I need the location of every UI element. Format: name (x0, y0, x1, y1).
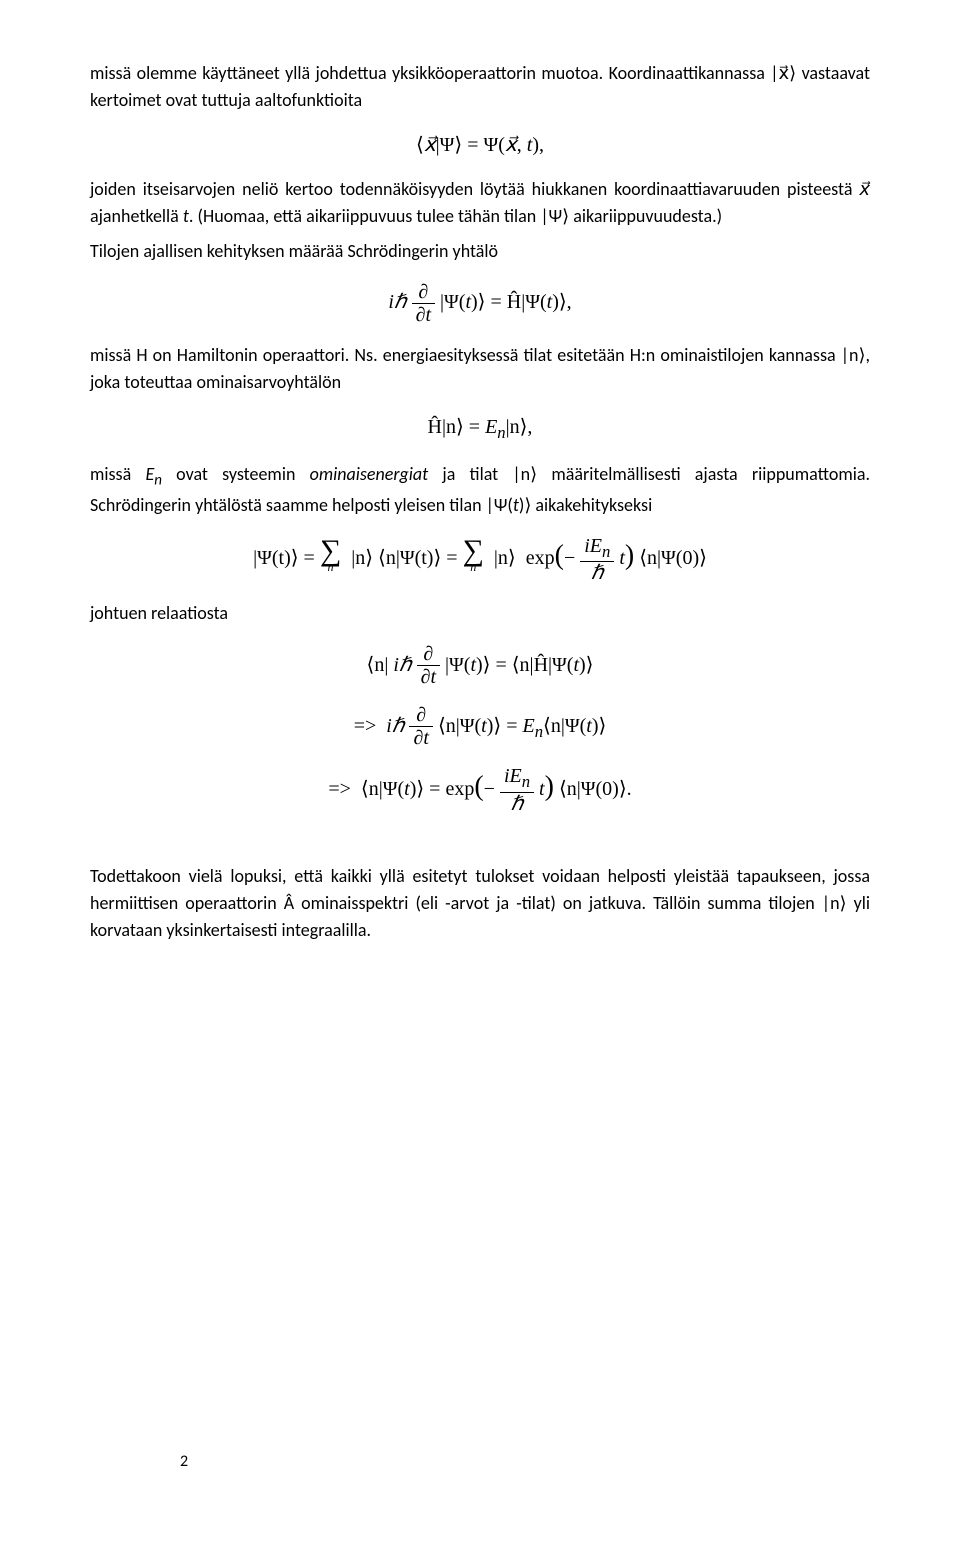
equation-text: => iℏ ∂∂t ⟨n|Ψ(t)⟩ = En⟨n|Ψ(t)⟩ (354, 715, 607, 737)
equation-5c: => ⟨n|Ψ(t)⟩ = exp(− iEnℏ t) ⟨n|Ψ(0)⟩. (90, 765, 870, 814)
equation-5a: ⟨n| iℏ ∂∂t |Ψ(t)⟩ = ⟨n|Ĥ|Ψ(t)⟩ (90, 643, 870, 688)
equation-text: => ⟨n|Ψ(t)⟩ = exp(− iEnℏ t) ⟨n|Ψ(0)⟩. (328, 778, 631, 800)
equation-text: ⟨n| iℏ ∂∂t |Ψ(t)⟩ = ⟨n|Ĥ|Ψ(t)⟩ (367, 654, 594, 676)
paragraph-4: missä Ĥ on Hamiltonin operaattori. Ns. e… (90, 342, 870, 396)
paragraph-7: Todettakoon vielä lopuksi, että kaikki y… (90, 863, 870, 944)
equation-text: iℏ ∂∂t |Ψ(t)⟩ = Ĥ|Ψ(t)⟩, (388, 291, 571, 313)
equation-text: Ĥ|n⟩ = En|n⟩, (428, 416, 533, 438)
paragraph-3: Tilojen ajallisen kehityksen määrää Schr… (90, 238, 870, 265)
paragraph-6: johtuen relaatiosta (90, 600, 870, 627)
equation-text: ⟨x⃗|Ψ⟩ = Ψ(x⃗, t), (416, 134, 544, 156)
text: missä olemme käyttäneet yllä johdettua y… (90, 62, 870, 111)
paragraph-2: joiden itseisarvojen neliö kertoo todenn… (90, 176, 870, 230)
text: joiden itseisarvojen neliö kertoo todenn… (90, 178, 870, 227)
page-container: missä olemme käyttäneet yllä johdettua y… (90, 60, 870, 1514)
equation-text: |Ψ(t)⟩ = ∑n |n⟩ ⟨n|Ψ(t)⟩ = ∑n |n⟩ exp(− … (253, 547, 707, 569)
text: missä En ovat systeemin ominaisenergiat … (90, 463, 870, 516)
spacer (90, 831, 870, 863)
equation-2: iℏ ∂∂t |Ψ(t)⟩ = Ĥ|Ψ(t)⟩, (90, 281, 870, 326)
equation-4: |Ψ(t)⟩ = ∑n |n⟩ ⟨n|Ψ(t)⟩ = ∑n |n⟩ exp(− … (90, 535, 870, 584)
equation-1: ⟨x⃗|Ψ⟩ = Ψ(x⃗, t), (90, 130, 870, 160)
paragraph-5: missä En ovat systeemin ominaisenergiat … (90, 461, 870, 519)
text: missä Ĥ on Hamiltonin operaattori. Ns. e… (90, 344, 870, 393)
equation-5b: => iℏ ∂∂t ⟨n|Ψ(t)⟩ = En⟨n|Ψ(t)⟩ (90, 704, 870, 749)
page-number-text: 2 (180, 1452, 188, 1471)
text: Tilojen ajallisen kehityksen määrää Schr… (90, 240, 498, 262)
text: Todettakoon vielä lopuksi, että kaikki y… (90, 865, 870, 941)
paragraph-1: missä olemme käyttäneet yllä johdettua y… (90, 60, 870, 114)
equation-3: Ĥ|n⟩ = En|n⟩, (90, 412, 870, 445)
text: johtuen relaatiosta (90, 602, 228, 624)
